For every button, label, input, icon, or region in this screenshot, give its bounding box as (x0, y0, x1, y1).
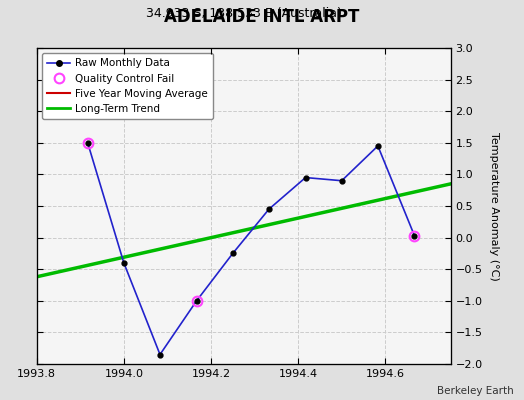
Text: ADELAIDE INTL ARPT: ADELAIDE INTL ARPT (165, 8, 359, 26)
Title: 34.933 S, 138.533 E (Australia): 34.933 S, 138.533 E (Australia) (146, 8, 342, 20)
Text: Berkeley Earth: Berkeley Earth (437, 386, 514, 396)
Legend: Raw Monthly Data, Quality Control Fail, Five Year Moving Average, Long-Term Tren: Raw Monthly Data, Quality Control Fail, … (42, 53, 213, 119)
Y-axis label: Temperature Anomaly (°C): Temperature Anomaly (°C) (489, 132, 499, 280)
